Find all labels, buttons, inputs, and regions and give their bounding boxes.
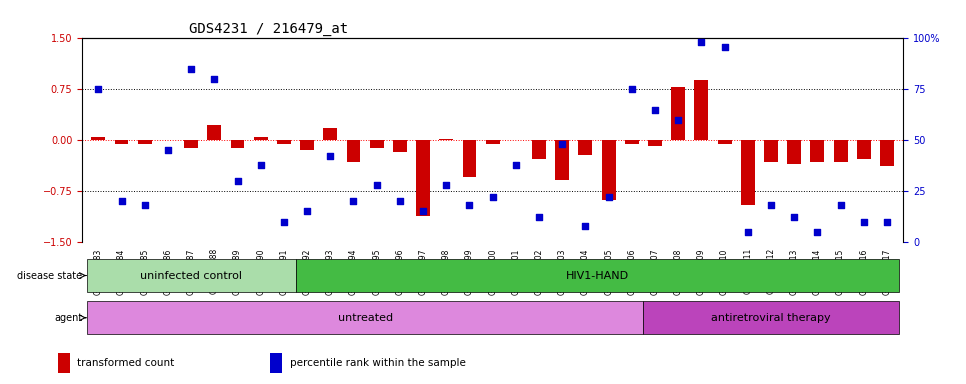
Point: [415, 209, 431, 215]
Bar: [810, 140, 824, 162]
Bar: [579, 140, 592, 155]
Point: [230, 178, 245, 184]
Point: [740, 229, 755, 235]
Bar: [880, 140, 894, 166]
Point: [578, 223, 593, 229]
Point: [137, 202, 153, 209]
Point: [554, 141, 570, 147]
Point: [160, 147, 176, 154]
Bar: [58, 353, 70, 373]
Bar: [555, 140, 569, 179]
Bar: [741, 140, 754, 205]
Bar: [347, 140, 360, 162]
Bar: [296, 259, 898, 292]
Point: [624, 86, 639, 93]
Bar: [787, 140, 801, 164]
Point: [508, 162, 524, 168]
Bar: [231, 140, 244, 148]
Text: agent: agent: [54, 313, 82, 323]
Bar: [625, 140, 639, 144]
Bar: [277, 140, 291, 144]
Bar: [115, 140, 128, 144]
Text: disease state: disease state: [17, 270, 82, 281]
Point: [717, 43, 732, 50]
Point: [879, 218, 895, 225]
Point: [114, 198, 129, 204]
Text: HIV1-HAND: HIV1-HAND: [565, 270, 629, 281]
Bar: [695, 81, 708, 140]
Bar: [254, 137, 268, 140]
Bar: [486, 140, 499, 144]
Point: [485, 194, 500, 200]
Bar: [185, 140, 198, 148]
Text: antiretroviral therapy: antiretroviral therapy: [711, 313, 831, 323]
Point: [647, 107, 663, 113]
Bar: [324, 128, 337, 140]
Point: [601, 194, 616, 200]
Point: [91, 86, 106, 93]
Bar: [87, 259, 296, 292]
Bar: [602, 140, 615, 200]
Point: [346, 198, 361, 204]
Bar: [87, 301, 643, 334]
Text: uninfected control: uninfected control: [140, 270, 242, 281]
Text: percentile rank within the sample: percentile rank within the sample: [290, 358, 466, 368]
Bar: [718, 140, 731, 144]
Bar: [857, 140, 870, 159]
Point: [763, 202, 779, 209]
Point: [439, 182, 454, 188]
Point: [833, 202, 848, 209]
Bar: [370, 140, 384, 148]
Point: [184, 66, 199, 72]
Bar: [270, 353, 282, 373]
Point: [531, 214, 547, 220]
Bar: [764, 140, 778, 162]
Bar: [300, 140, 314, 151]
Point: [786, 214, 802, 220]
Bar: [92, 137, 105, 140]
Bar: [393, 140, 407, 152]
Point: [276, 218, 292, 225]
Point: [369, 182, 384, 188]
Point: [207, 76, 222, 82]
Point: [299, 209, 315, 215]
Text: GDS4231 / 216479_at: GDS4231 / 216479_at: [189, 22, 348, 36]
Text: untreated: untreated: [337, 313, 392, 323]
Point: [856, 218, 871, 225]
Bar: [463, 140, 476, 177]
Bar: [671, 87, 685, 140]
Bar: [440, 139, 453, 140]
Point: [694, 40, 709, 46]
Bar: [138, 140, 152, 144]
Point: [670, 117, 686, 123]
Bar: [834, 140, 847, 162]
Bar: [532, 140, 546, 159]
Bar: [416, 140, 430, 216]
Point: [810, 229, 825, 235]
Text: transformed count: transformed count: [77, 358, 175, 368]
Point: [392, 198, 408, 204]
Bar: [643, 301, 898, 334]
Bar: [648, 140, 662, 146]
Point: [462, 202, 477, 209]
Point: [253, 162, 269, 168]
Point: [323, 153, 338, 159]
Bar: [208, 125, 221, 140]
